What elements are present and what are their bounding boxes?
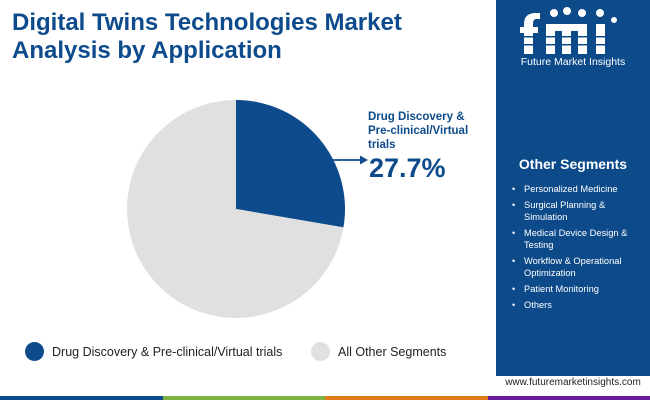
chart-title: Digital Twins Technologies Market Analys… [12, 9, 402, 64]
callout-value: 27.7% [369, 153, 446, 183]
bottom-color-bar [0, 396, 650, 400]
legend-label: Drug Discovery & Pre-clinical/Virtual tr… [52, 344, 283, 359]
legend-item-other-segments: All Other Segments [311, 342, 446, 361]
list-item: • Patient Monitoring [512, 284, 599, 294]
list-item: • Workflow & Operational Optimization [512, 256, 622, 278]
bullet-icon: • [512, 228, 516, 238]
list-item: • Medical Device Design & Testing [512, 228, 628, 250]
legend-label: All Other Segments [338, 344, 447, 359]
other-segments-panel: Other Segments • Personalized Medicine • S… [496, 76, 650, 376]
callout-arrow-icon [360, 155, 368, 165]
bottom-bar-segment [162, 396, 325, 400]
brand-name: Future Market Insights [520, 56, 626, 68]
bullet-icon: • [512, 284, 516, 294]
pie-slice-0 [236, 100, 346, 228]
bottom-bar-segment [0, 396, 163, 400]
bottom-bar-segment [487, 396, 650, 400]
list-item: • Personalized Medicine [512, 184, 618, 194]
bullet-icon: • [512, 256, 516, 266]
pie-slice-1 [127, 100, 344, 318]
legend-swatch-icon [311, 342, 330, 361]
legend-swatch-icon [25, 342, 44, 361]
list-item: • Others [512, 300, 552, 310]
callout-label: Drug Discovery & Pre-clinical/Virtual tr… [368, 111, 469, 151]
website-url[interactable]: www.futuremarketinsights.com [505, 377, 641, 388]
bullet-icon: • [512, 200, 516, 210]
bullet-icon: • [512, 300, 516, 310]
bullet-icon: • [512, 184, 516, 194]
pie-slices [127, 100, 346, 318]
list-item: • Surgical Planning & Simulation [512, 200, 606, 222]
other-segments-title: Other Segments [518, 156, 628, 172]
other-segments-list: • Personalized Medicine • Surgical Plannin… [510, 183, 645, 315]
legend-item-drug-discovery: Drug Discovery & Pre-clinical/Virtual tr… [25, 342, 282, 361]
bottom-bar-segment [325, 396, 488, 400]
brand-logo: Future Market Insights [496, 0, 650, 76]
fmi-logo-mark [520, 7, 617, 54]
